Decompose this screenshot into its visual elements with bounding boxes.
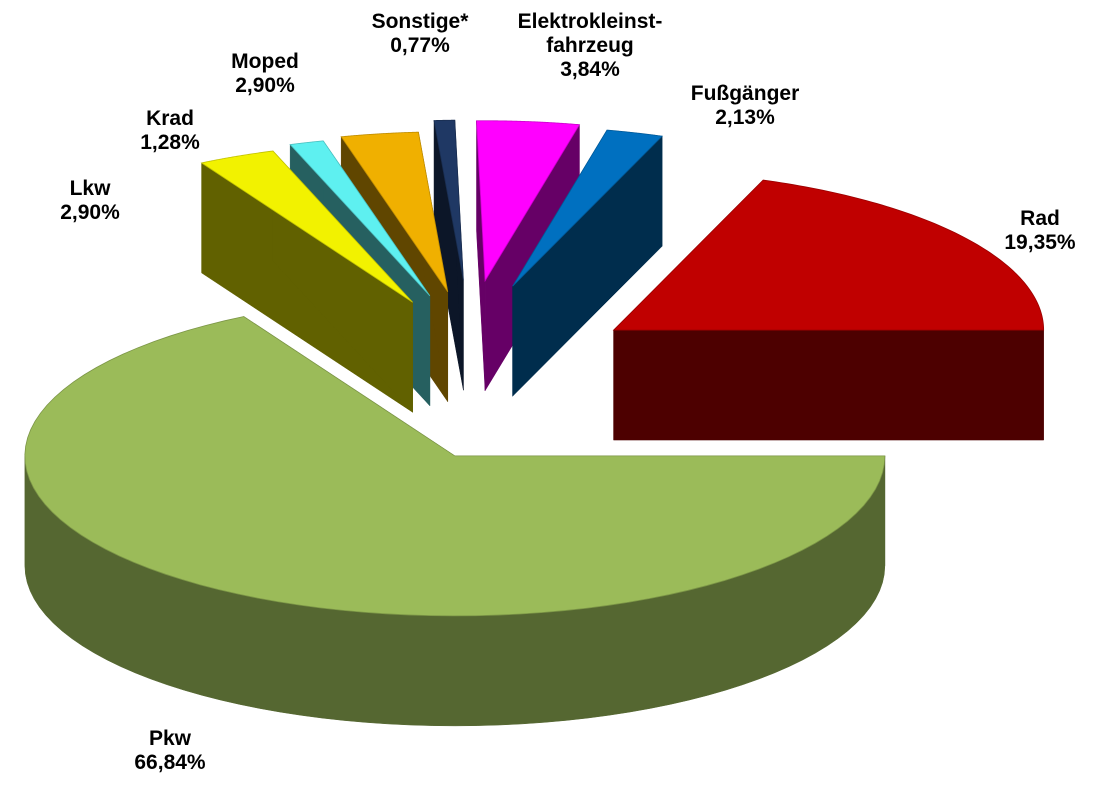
slice-label-name: Pkw [149, 727, 192, 750]
slice-top [476, 120, 581, 283]
slice-top [200, 150, 413, 303]
slice-top [340, 131, 449, 293]
slice-label-name: Elektrokleinst-fahrzeug [518, 10, 663, 57]
slice-label-value: 66,84% [134, 751, 206, 774]
slice-label-value: 19,35% [1004, 231, 1076, 254]
slice [512, 129, 663, 398]
slice [24, 316, 886, 727]
slice-label-value: 2,90% [60, 201, 120, 224]
slice-label-value: 2,13% [715, 106, 775, 129]
slice-label-value: 2,90% [235, 74, 295, 97]
slice-label-value: 0,77% [390, 34, 450, 57]
slice-top [512, 129, 663, 287]
slice-label-name: Fußgänger [691, 82, 800, 105]
slice [200, 150, 413, 413]
slice [433, 119, 464, 391]
slice-top [433, 119, 464, 281]
slice-label-name: Lkw [70, 177, 112, 200]
slice-label-name: Rad [1020, 207, 1060, 230]
slice-top [612, 179, 1045, 331]
slice-top [289, 140, 431, 297]
slice-label-value: 3,84% [560, 58, 620, 81]
slice-side [613, 329, 1044, 441]
slice-label-name: Moped [231, 50, 299, 73]
slice-label-name: Sonstige* [372, 10, 470, 33]
slice-label-value: 1,28% [140, 131, 200, 154]
slice-top [24, 316, 886, 617]
slice-label-name: Krad [146, 107, 194, 130]
slice [612, 179, 1045, 441]
